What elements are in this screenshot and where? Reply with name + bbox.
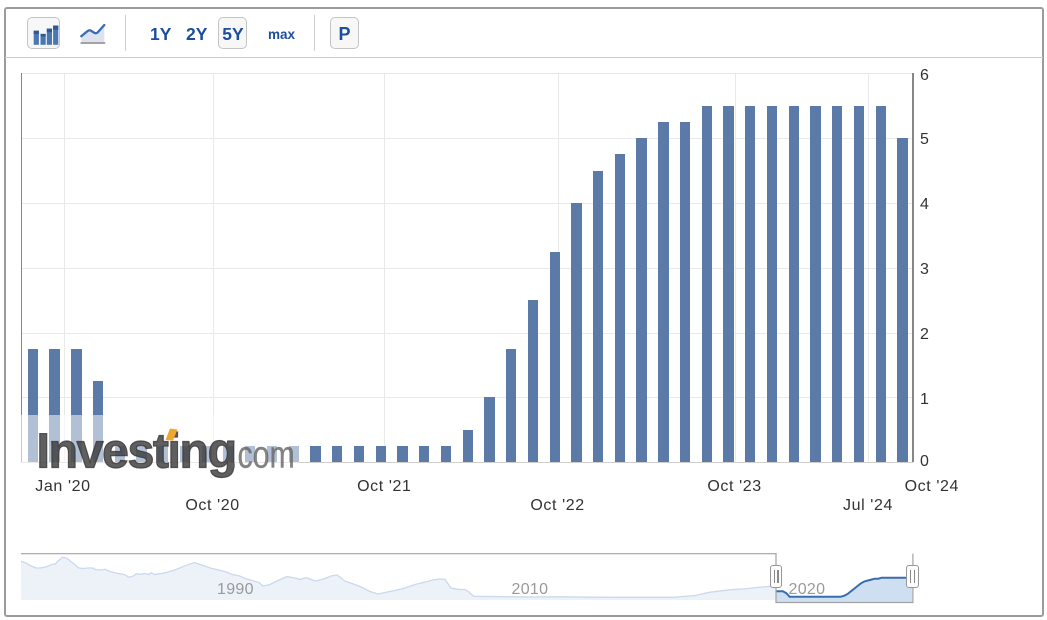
svg-text:.com: .com: [229, 434, 295, 476]
svg-text:Investing: Investing: [37, 424, 236, 479]
